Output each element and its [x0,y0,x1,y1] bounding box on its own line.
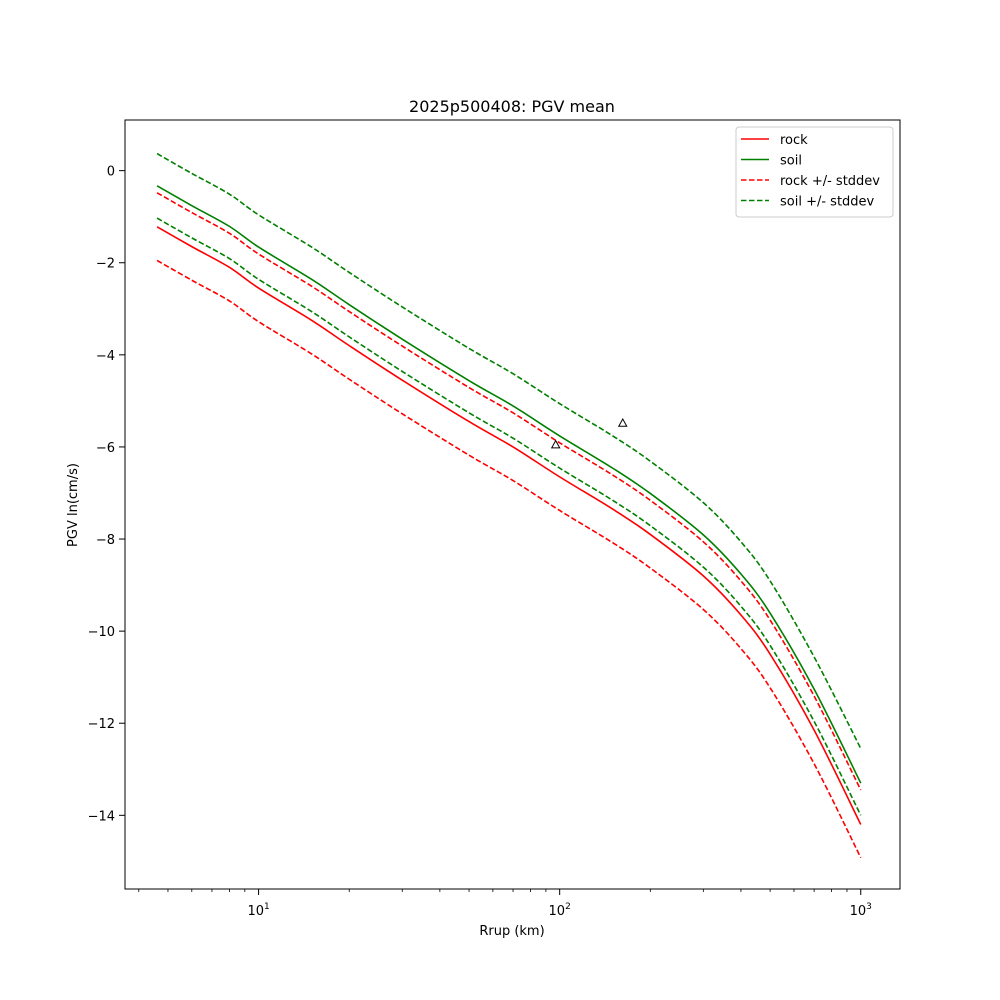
series-rock-line [156,226,862,825]
legend-label: rock [780,133,808,148]
axis-ticks: 101 102 103 0 −2 −4 −6 −8 −10 −12 −14 [88,165,872,919]
series-soil-stddev-line [156,152,862,749]
series-soil-line [156,185,862,784]
y-tick-label: −2 [96,257,115,272]
x-tick-label: 103 [850,902,872,919]
legend-label: soil +/- stddev [780,195,875,210]
legend-box [735,126,894,218]
legend-label: soil [780,154,802,169]
legend-label: rock +/- stddev [780,174,880,189]
y-tick-label: −10 [88,625,115,640]
y-tick-label: −4 [96,349,115,364]
series-5-line [156,217,862,816]
x-tick-label: 101 [247,902,269,919]
plot-frame [124,119,901,890]
series-rock-stddev-line [156,192,862,791]
y-tick-label: 0 [107,165,115,180]
series-3-line [156,259,862,859]
observation-triangle-marker [617,417,628,427]
observation-triangle-marker [550,439,561,449]
x-tick-label: 102 [549,902,571,919]
y-tick-label: −6 [96,441,115,456]
observation-markers [550,417,628,449]
y-tick-label: −8 [96,533,115,548]
series-lines [156,152,862,859]
y-tick-label: −14 [88,809,115,824]
x-axis-label: Rrup (km) [479,924,544,939]
legend: rock soil rock +/- stddev soil +/- stddev [735,126,894,218]
chart-title: 2025p500408: PGV mean [409,97,615,116]
y-axis-label: PGV ln(cm/s) [66,463,81,547]
y-tick-label: −12 [88,717,115,732]
